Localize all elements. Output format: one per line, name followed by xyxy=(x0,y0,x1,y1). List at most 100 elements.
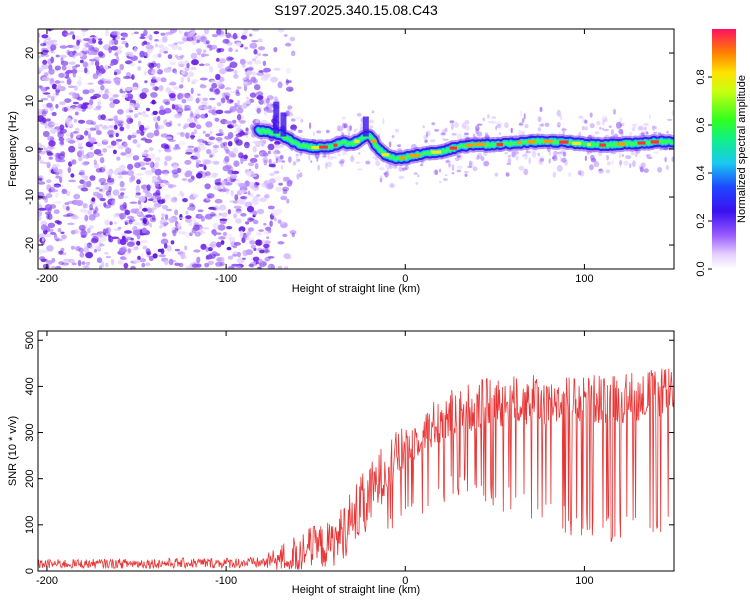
spectrogram-halo-cell xyxy=(332,156,337,159)
spectrogram-noise-cell xyxy=(105,29,109,32)
spectrogram-halo-cell xyxy=(577,170,582,176)
spectrogram-halo-cell xyxy=(623,160,629,166)
spectrogram-peak-cell xyxy=(496,143,504,147)
spectrogram-noise-cell xyxy=(139,36,146,40)
spectrogram-noise-cell xyxy=(258,229,264,232)
spectrogram-halo-cell xyxy=(316,130,322,134)
spectrogram-noise-cell xyxy=(54,153,58,158)
spectrogram-noise-cell xyxy=(113,115,118,122)
spectrogram-noise-cell xyxy=(103,252,110,255)
spectrogram-noise-cell xyxy=(236,86,242,90)
spectrogram-noise-cell xyxy=(231,122,238,128)
spectrogram-noise-cell xyxy=(41,117,47,124)
spectrogram-noise-cell xyxy=(77,80,82,86)
spectrogram-noise-cell xyxy=(66,105,71,110)
spectrogram-noise-cell xyxy=(172,260,177,263)
spectrogram-noise-cell xyxy=(249,240,256,245)
spectrogram-noise-cell xyxy=(105,228,109,233)
spectrogram-noise-cell xyxy=(158,44,165,51)
spectrogram-noise-cell xyxy=(172,146,177,151)
spectrogram-noise-cell xyxy=(138,196,146,202)
spectrogram-halo-cell xyxy=(438,181,442,184)
spectrogram-noise-cell xyxy=(145,248,151,255)
spectrogram-noise-cell xyxy=(212,148,218,154)
spectrogram-noise-cell xyxy=(128,107,133,112)
spectrogram-noise-cell xyxy=(164,259,169,266)
spectrogram-halo-cell xyxy=(646,155,649,158)
spectrogram-halo-cell xyxy=(671,156,674,162)
spectrogram-noise-cell xyxy=(137,222,145,227)
spectrogram-halo-cell xyxy=(339,158,345,163)
spectrogram-noise-cell xyxy=(267,255,275,259)
spectrogram-noise-cell xyxy=(246,230,251,236)
spectrogram-noise-cell xyxy=(274,149,279,153)
spectrogram-halo-cell xyxy=(396,144,402,148)
spectrogram-noise-cell xyxy=(106,177,115,183)
spectrogram-noise-cell xyxy=(167,184,174,189)
spectrogram-noise-cell xyxy=(120,152,127,156)
spectrogram-noise-cell xyxy=(190,135,195,140)
spectrogram-noise-cell xyxy=(216,241,222,248)
spectrogram-halo-cell xyxy=(337,154,341,156)
spectrogram-noise-cell xyxy=(130,237,134,241)
spectrogram-noise-cell xyxy=(102,148,108,153)
spectrogram-halo-cell xyxy=(637,126,644,131)
spectrogram-noise-cell xyxy=(211,251,218,255)
spectrogram-halo-cell xyxy=(584,126,589,131)
spectrogram-noise-cell xyxy=(195,48,203,53)
spectrogram-noise-cell xyxy=(185,210,189,215)
spectrogram-noise-cell xyxy=(89,208,95,211)
spectrogram-noise-cell xyxy=(225,56,234,62)
spectrogram-noise-cell xyxy=(195,97,200,104)
spectrogram-noise-cell xyxy=(40,43,47,47)
spectrogram-halo-cell xyxy=(484,132,489,136)
spectrogram-noise-cell xyxy=(273,170,280,174)
spectrogram-noise-cell xyxy=(119,238,127,245)
spectrogram-peak-cell xyxy=(475,142,486,146)
spectrogram-halo-cell xyxy=(287,108,291,116)
spectrogram-noise-cell xyxy=(207,247,213,252)
spectrogram-noise-cell xyxy=(157,39,165,44)
spectrogram-noise-cell xyxy=(176,94,181,100)
spectrogram-halo-cell xyxy=(379,177,383,183)
spectrogram-noise-cell xyxy=(240,212,247,217)
spectrogram-noise-cell xyxy=(160,77,167,83)
spectrogram-halo-cell xyxy=(521,154,525,157)
spectrogram-halo-cell xyxy=(646,154,651,157)
spectrogram-noise-cell xyxy=(233,213,238,219)
spectrogram-halo-cell xyxy=(537,127,542,132)
spectrogram-noise-cell xyxy=(263,243,270,249)
spectrogram-noise-cell xyxy=(207,105,212,110)
spectrogram-halo-cell xyxy=(351,154,354,161)
spectrogram-noise-cell xyxy=(123,262,129,269)
spectrogram-noise-cell xyxy=(66,44,75,48)
spectrogram-noise-cell xyxy=(163,67,172,73)
spectrogram-noise-cell xyxy=(79,169,85,175)
spectrogram-halo-cell xyxy=(424,139,428,143)
spectrogram-noise-cell xyxy=(151,182,155,185)
spectrogram-noise-cell xyxy=(183,108,192,112)
spectrogram-noise-cell xyxy=(65,69,73,74)
spectrogram-noise-cell xyxy=(53,236,60,240)
spectrogram-halo-cell xyxy=(434,169,439,176)
spectrogram-noise-cell xyxy=(69,31,75,35)
spectrogram-noise-cell xyxy=(49,204,57,209)
spectrogram-peak-cell xyxy=(370,139,377,143)
spectrogram-halo-cell xyxy=(483,160,490,167)
spectrogram-noise-cell xyxy=(125,42,129,48)
spectrogram-noise-cell xyxy=(230,153,237,158)
spectrogram-noise-cell xyxy=(234,242,241,246)
spectrogram-noise-cell xyxy=(255,261,259,265)
spectrogram-noise-cell xyxy=(99,197,106,202)
spectrogram-noise-cell xyxy=(83,242,90,250)
spectrogram-noise-cell xyxy=(266,95,274,101)
spectrogram-noise-cell xyxy=(38,69,41,75)
spectrogram-noise-cell xyxy=(238,120,247,123)
spectrogram-halo-cell xyxy=(379,175,384,181)
spectrogram-noise-cell xyxy=(84,42,90,48)
spectrogram-noise-cell xyxy=(193,148,197,154)
spectrogram-noise-cell xyxy=(165,87,172,93)
spectrogram-noise-cell xyxy=(123,249,128,253)
spectrogram-noise-cell xyxy=(240,35,247,40)
spectrogram-noise-cell xyxy=(114,71,118,76)
